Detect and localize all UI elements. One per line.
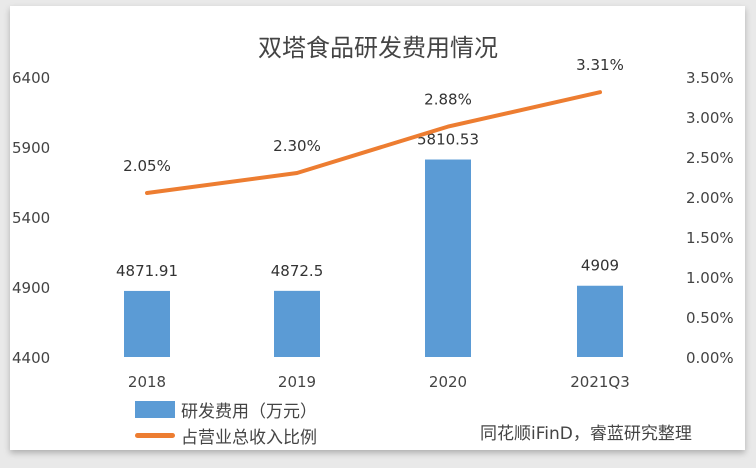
- y-left-tick-label: 5900: [12, 139, 50, 157]
- x-tick-label: 2021Q3: [570, 373, 630, 391]
- y-right-tick-label: 1.50%: [686, 229, 734, 247]
- bar: [577, 285, 623, 357]
- bar: [274, 290, 320, 357]
- bar-data-label: 4871.91: [116, 262, 178, 280]
- y-left-tick-label: 6400: [12, 69, 50, 87]
- y-right-tick-label: 3.50%: [686, 69, 734, 87]
- legend-item-bar: 研发费用（万元）: [135, 397, 317, 422]
- chart-title: 双塔食品研发费用情况: [258, 34, 498, 62]
- line-data-label: 2.88%: [424, 91, 472, 109]
- legend-label-line: 占营业总收入比例: [181, 428, 317, 448]
- y-right-tick-label: 1.00%: [686, 269, 734, 287]
- x-tick-label: 2020: [429, 373, 467, 391]
- line-data-label: 2.30%: [273, 137, 321, 155]
- y-right-tick-label: 2.00%: [686, 189, 734, 207]
- bar-data-label: 4909: [581, 257, 619, 275]
- chart-card: [10, 6, 745, 450]
- y-right-tick-label: 3.00%: [686, 109, 734, 127]
- bar: [425, 159, 471, 357]
- y-right-tick-label: 0.00%: [686, 349, 734, 367]
- bar-data-label: 5810.53: [417, 131, 479, 149]
- line-data-label: 3.31%: [576, 56, 624, 74]
- y-left-tick-label: 5400: [12, 209, 50, 227]
- legend-swatch-line: [135, 433, 175, 438]
- bar-data-label: 4872.5: [271, 262, 324, 280]
- legend-item-line: 占营业总收入比例: [135, 423, 317, 448]
- y-right-tick-label: 2.50%: [686, 149, 734, 167]
- x-tick-label: 2018: [128, 373, 166, 391]
- legend-label-bar: 研发费用（万元）: [181, 402, 317, 422]
- y-left-tick-label: 4900: [12, 279, 50, 297]
- source-note: 同花顺iFinD，睿蓝研究整理: [480, 424, 692, 444]
- line-series: [145, 90, 602, 195]
- y-right-tick-label: 0.50%: [686, 309, 734, 327]
- x-tick-label: 2019: [278, 373, 316, 391]
- y-left-tick-label: 4400: [12, 349, 50, 367]
- bar: [124, 290, 170, 357]
- legend-swatch-bar: [135, 401, 175, 418]
- line-data-label: 2.05%: [123, 157, 171, 175]
